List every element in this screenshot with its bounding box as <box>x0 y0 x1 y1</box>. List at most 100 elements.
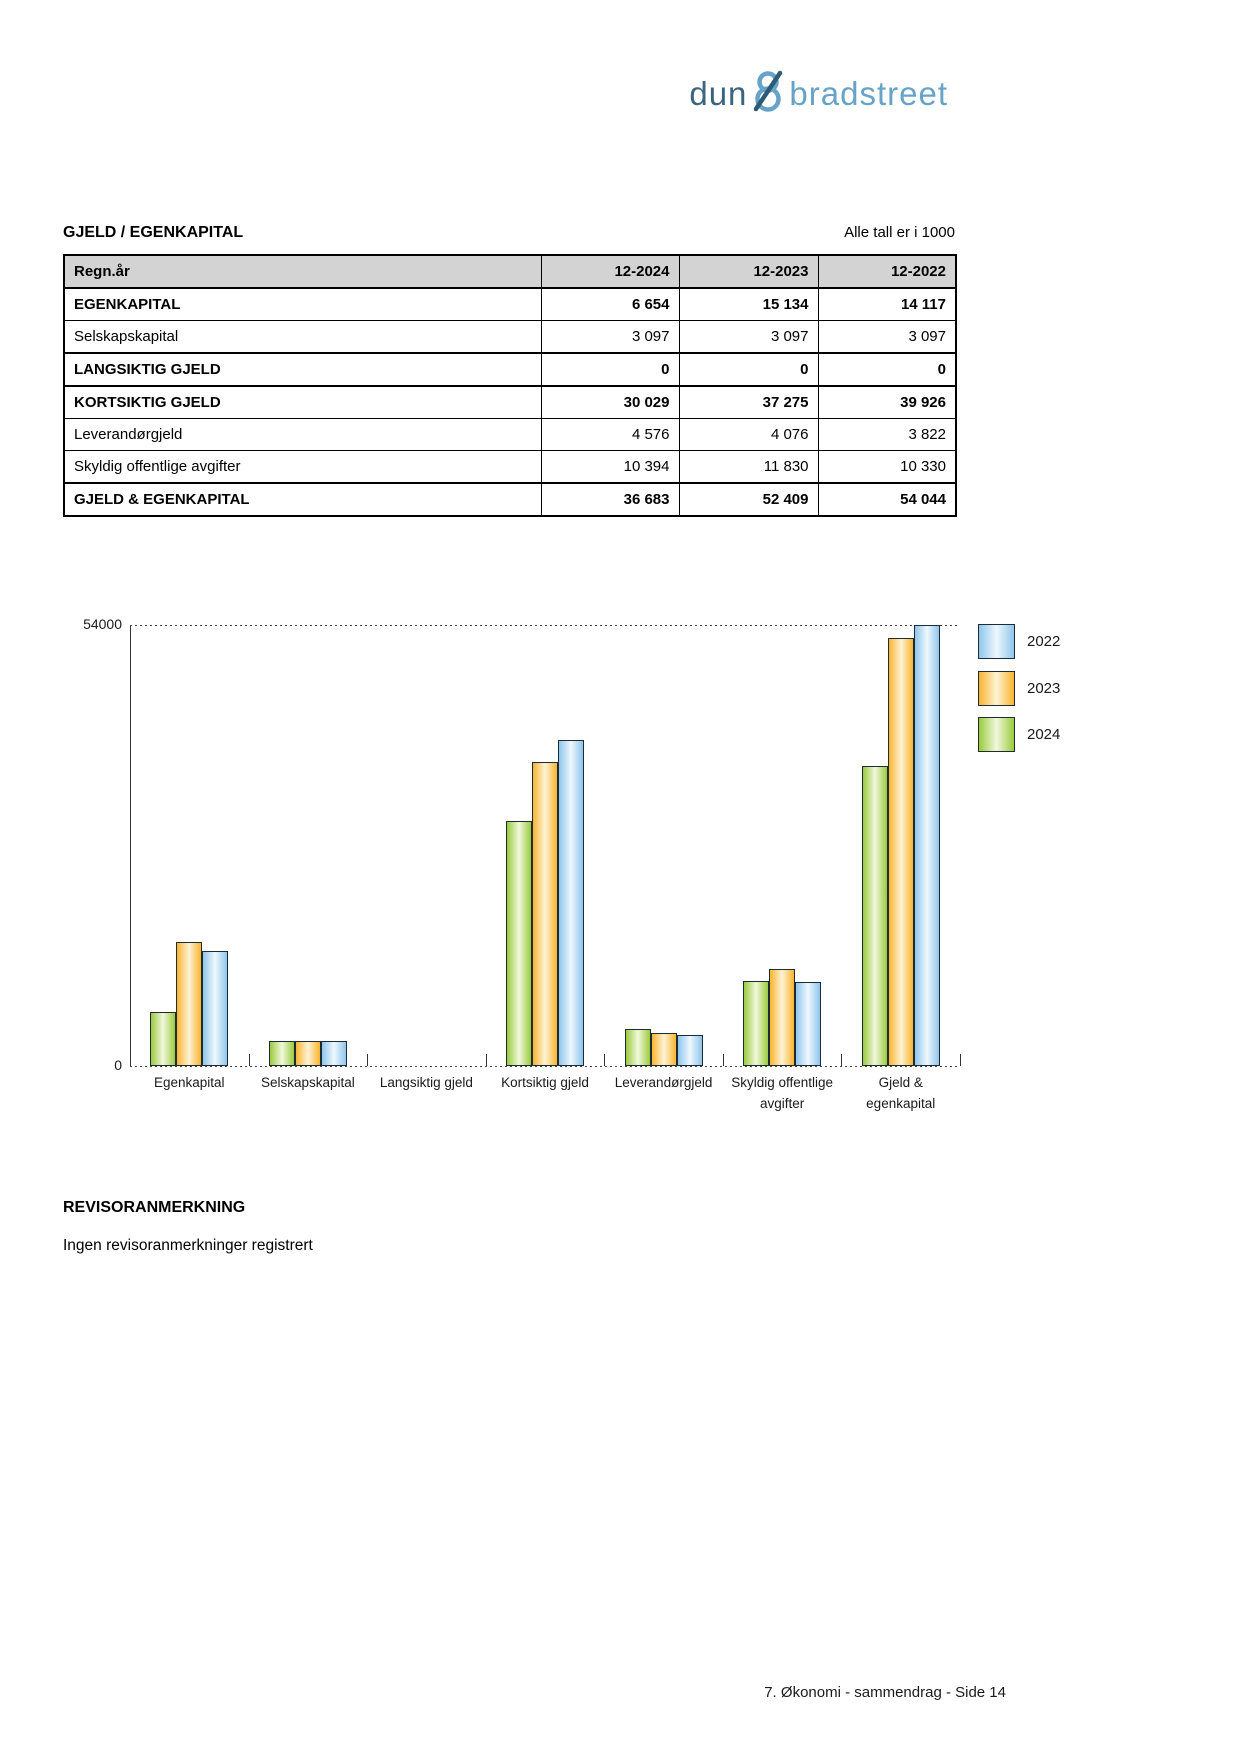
row-value: 4 076 <box>678 418 819 451</box>
category-label-line: Gjeld & <box>878 1075 923 1090</box>
row-value: 52 409 <box>678 482 819 517</box>
category-label: Selskapskapital <box>239 1072 378 1093</box>
row-value: 3 097 <box>817 320 957 354</box>
legend-label-2023: 2023 <box>1027 679 1061 697</box>
x-axis-tick <box>367 1054 369 1066</box>
auditor-note-title: REVISORANMERKNING <box>63 1199 246 1216</box>
row-value: 54 044 <box>817 482 957 517</box>
row-label: Leverandørgjeld <box>63 418 542 451</box>
bar-2024 <box>268 1040 295 1066</box>
x-axis-tick <box>960 1054 961 1066</box>
row-label: KORTSIKTIG GJELD <box>63 385 542 419</box>
auditor-note-body: Ingen revisoranmerkninger registrert <box>63 1237 313 1254</box>
row-value: 39 926 <box>817 385 957 419</box>
y-tick-label: 54000 <box>83 616 122 632</box>
row-label: Skyldig offentlige avgifter <box>63 450 542 484</box>
bar-2022 <box>320 1040 347 1066</box>
page-footer: 7. Økonomi - sammendrag - Side 14 <box>764 1684 1006 1701</box>
row-label: LANGSIKTIG GJELD <box>63 352 542 387</box>
bar-2024 <box>506 820 532 1066</box>
y-tick-label: 0 <box>114 1057 122 1073</box>
y-axis <box>130 625 131 1066</box>
row-value: 11 830 <box>678 450 819 484</box>
table-row: KORTSIKTIG GJELD 30 029 37 275 39 926 <box>63 385 957 419</box>
row-value: 0 <box>678 352 819 387</box>
col-header-year: 12-2022 <box>817 254 957 289</box>
category-label-line: Leverandørgjeld <box>614 1075 713 1090</box>
category-label: Egenkapital <box>120 1072 259 1093</box>
bar-2024 <box>624 1028 651 1066</box>
x-axis-tick <box>722 1054 724 1066</box>
bar-2023 <box>887 637 914 1066</box>
gridline <box>130 624 960 626</box>
table-row: Selskapskapital 3 097 3 097 3 097 <box>63 320 957 354</box>
bar-2022 <box>913 624 940 1066</box>
bar-2023 <box>294 1040 321 1066</box>
col-header-year: 12-2024 <box>540 254 680 289</box>
bar-2023 <box>769 969 796 1066</box>
gridline <box>130 1065 960 1067</box>
bar-2024 <box>861 766 888 1066</box>
logo-text-bradstreet: bradstreet <box>789 74 948 112</box>
row-value: 0 <box>540 352 680 387</box>
category-label: Leverandørgjeld <box>594 1072 733 1093</box>
category-label-line: Egenkapital <box>154 1075 225 1090</box>
bar-2022 <box>676 1034 703 1066</box>
bar-2022 <box>558 739 584 1066</box>
category-label-line: avgifter <box>759 1096 805 1111</box>
row-label: EGENKAPITAL <box>63 287 542 321</box>
category-label: Skyldig offentlige avgifter <box>713 1072 852 1114</box>
row-value: 15 134 <box>678 287 819 321</box>
col-header-label: Regn.år <box>63 254 542 289</box>
category-label-line: egenkapital <box>866 1096 936 1111</box>
row-value: 14 117 <box>817 287 957 321</box>
logo-text-dun: dun <box>689 74 748 112</box>
category-label-line: Kortsiktig gjeld <box>501 1075 589 1090</box>
table-row: LANGSIKTIG GJELD 0 0 0 <box>63 352 957 387</box>
legend-label-2024: 2024 <box>1027 726 1061 743</box>
ampersand-icon <box>750 70 786 117</box>
row-value: 10 394 <box>540 450 680 484</box>
row-value: 3 822 <box>817 418 957 451</box>
category-label: Gjeld & egenkapital <box>831 1072 970 1114</box>
table-row: GJELD & EGENKAPITAL 36 683 52 409 54 044 <box>63 482 957 517</box>
legend-swatch-2022 <box>978 624 1015 659</box>
category-label-line: Langsiktig gjeld <box>379 1075 473 1090</box>
x-axis-tick <box>485 1054 487 1066</box>
bar-2023 <box>532 761 558 1066</box>
category-label-line: Skyldig offentlige <box>731 1075 834 1090</box>
bar-2023 <box>176 942 203 1066</box>
balance-table: Regn.år 12-2024 12-2023 12-2022 EGENKAPITAL… <box>63 254 957 517</box>
table-row: Leverandørgjeld 4 576 4 076 3 822 <box>63 418 957 451</box>
legend-swatch-2023 <box>978 670 1015 706</box>
bar-2022 <box>795 981 822 1066</box>
x-axis-tick <box>604 1054 606 1066</box>
row-label: GJELD & EGENKAPITAL <box>63 482 542 517</box>
category-label: Kortsiktig gjeld <box>476 1072 615 1093</box>
row-value: 3 097 <box>540 320 680 354</box>
category-label-line: Selskapskapital <box>260 1075 355 1090</box>
row-value: 0 <box>817 352 957 387</box>
row-value: 6 654 <box>540 287 680 321</box>
row-label: Selskapskapital <box>63 320 542 354</box>
bar-2024 <box>743 981 770 1066</box>
x-axis-tick <box>248 1054 250 1066</box>
legend-label-2022: 2022 <box>1027 633 1061 650</box>
row-value: 37 275 <box>678 385 819 419</box>
dnb-logo: dun bradstreet <box>689 70 948 117</box>
units-note: Alle tall er i 1000 <box>844 224 955 241</box>
section-header: GJELD / EGENKAPITAL Alle tall er i 1000 <box>63 224 955 242</box>
bar-chart: 54000 0 Egenkapital Selskapskapital Langsikt… <box>60 610 1210 1140</box>
category-label: Langsiktig gjeld <box>357 1072 496 1093</box>
section-title: GJELD / EGENKAPITAL <box>63 224 244 241</box>
bar-2024 <box>150 1011 177 1066</box>
row-value: 4 576 <box>540 418 680 451</box>
row-value: 36 683 <box>540 482 680 517</box>
legend-swatch-2024 <box>978 717 1015 752</box>
row-value: 10 330 <box>817 450 957 484</box>
table-row: Skyldig offentlige avgifter 10 394 11 830 1… <box>63 450 957 484</box>
col-header-year: 12-2023 <box>678 254 819 289</box>
row-value: 30 029 <box>540 385 680 419</box>
x-axis-tick <box>841 1054 843 1066</box>
